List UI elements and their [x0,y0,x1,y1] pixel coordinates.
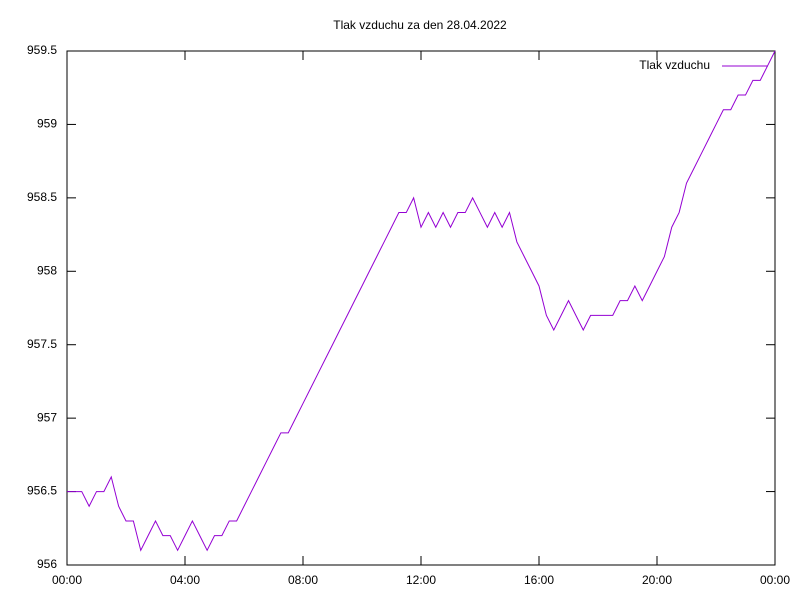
y-tick-label: 957.5 [27,337,57,351]
x-tick-label: 16:00 [524,573,554,587]
x-tick-label: 08:00 [288,573,318,587]
y-tick-label: 957 [37,410,57,424]
x-tick-label: 04:00 [170,573,200,587]
y-tick-label: 959 [37,117,57,131]
chart-title: Tlak vzduchu za den 28.04.2022 [333,18,507,32]
x-tick-label: 12:00 [406,573,436,587]
y-tick-label: 958.5 [27,190,57,204]
y-tick-label: 956.5 [27,484,57,498]
x-tick-label: 00:00 [760,573,790,587]
y-tick-label: 959.5 [27,43,57,57]
legend-label: Tlak vzduchu [639,58,710,72]
data-line [67,50,776,552]
y-tick-label: 956 [37,557,57,571]
x-tick-label: 00:00 [52,573,82,587]
y-tick-label: 958 [37,263,57,277]
x-tick-label: 20:00 [642,573,672,587]
